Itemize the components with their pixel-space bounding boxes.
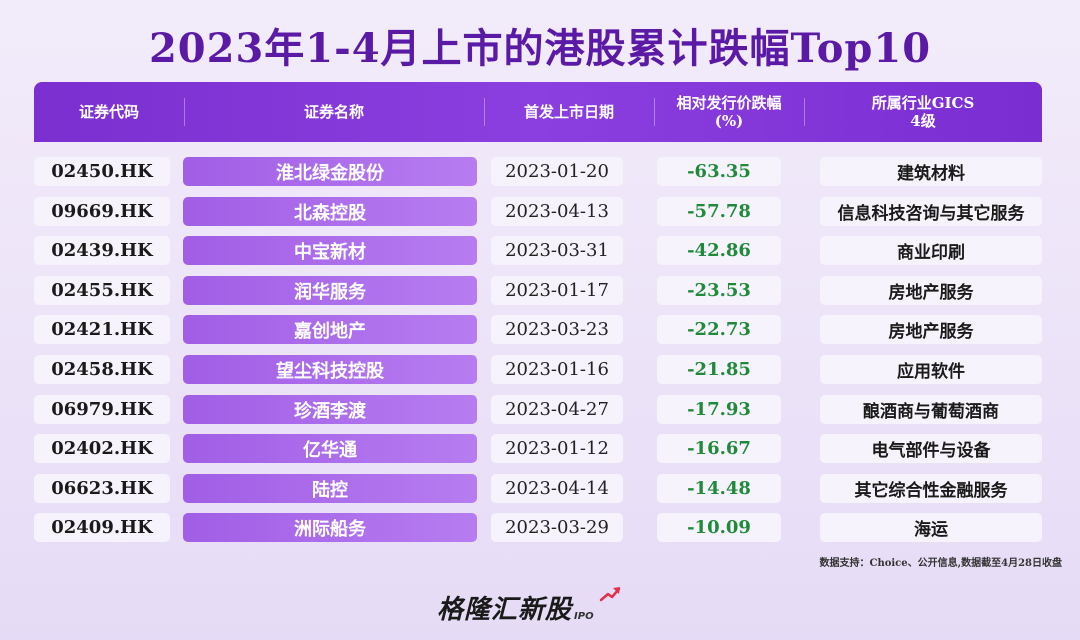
table-row: 02458.HK 望尘科技控股 2023-01-16 -21.85 应用软件 xyxy=(0,355,1080,385)
header-industry-level: 4级 xyxy=(910,112,936,130)
cell-industry: 房地产服务 xyxy=(820,276,1042,305)
rising-arrow-icon xyxy=(599,587,621,602)
cell-date: 2023-03-23 xyxy=(491,315,623,344)
cell-industry: 商业印刷 xyxy=(820,236,1042,265)
cell-date: 2023-01-16 xyxy=(491,355,623,384)
logo-sub: IPO xyxy=(574,611,594,622)
header-name: 证券名称 xyxy=(184,82,484,142)
cell-code: 09669.HK xyxy=(34,197,170,226)
cell-industry: 应用软件 xyxy=(820,355,1042,384)
header-pct-label: 相对发行价跌幅 xyxy=(676,94,782,112)
table-row: 09669.HK 北森控股 2023-04-13 -57.78 信息科技咨询与其… xyxy=(0,197,1080,227)
cell-name: 润华服务 xyxy=(183,276,477,305)
header-industry-label: 所属行业GICS xyxy=(871,94,975,112)
table-row: 06979.HK 珍酒李渡 2023-04-27 -17.93 酿酒商与葡萄酒商 xyxy=(0,395,1080,425)
cell-code: 02455.HK xyxy=(34,276,170,305)
table-row: 02421.HK 嘉创地产 2023-03-23 -22.73 房地产服务 xyxy=(0,315,1080,345)
brand-logo: 格隆汇新股 IPO xyxy=(437,586,621,626)
cell-pct: -17.93 xyxy=(657,395,781,424)
cell-date: 2023-01-12 xyxy=(491,434,623,463)
cell-pct: -16.67 xyxy=(657,434,781,463)
page-title: 2023年1-4月上市的港股累计跌幅Top10 xyxy=(148,25,932,72)
cell-name: 中宝新材 xyxy=(183,236,477,265)
cell-name: 嘉创地产 xyxy=(183,315,477,344)
table-row: 06623.HK 陆控 2023-04-14 -14.48 其它综合性金融服务 xyxy=(0,474,1080,504)
cell-industry: 电气部件与设备 xyxy=(820,434,1042,463)
table-row: 02450.HK 淮北绿金股份 2023-01-20 -63.35 建筑材料 xyxy=(0,157,1080,187)
cell-date: 2023-01-20 xyxy=(491,157,623,186)
table-row: 02455.HK 润华服务 2023-01-17 -23.53 房地产服务 xyxy=(0,276,1080,306)
cell-name: 洲际船务 xyxy=(183,513,477,542)
cell-pct: -63.35 xyxy=(657,157,781,186)
cell-pct: -42.86 xyxy=(657,236,781,265)
cell-name: 珍酒李渡 xyxy=(183,395,477,424)
source-note: 数据支持：Choice、公开信息,数据截至4月28日收盘 xyxy=(819,558,1062,569)
cell-code: 02450.HK xyxy=(34,157,170,186)
logo-text: 格隆汇新股 xyxy=(437,595,573,625)
cell-name: 北森控股 xyxy=(183,197,477,226)
cell-code: 06623.HK xyxy=(34,474,170,503)
header-date-label: 首发上市日期 xyxy=(523,103,614,121)
cell-pct: -23.53 xyxy=(657,276,781,305)
cell-date: 2023-04-13 xyxy=(491,197,623,226)
cell-industry: 酿酒商与葡萄酒商 xyxy=(820,395,1042,424)
header-code-label: 证券代码 xyxy=(78,103,139,121)
header-pct-unit: (%) xyxy=(714,112,744,130)
cell-date: 2023-03-29 xyxy=(491,513,623,542)
cell-pct: -10.09 xyxy=(657,513,781,542)
cell-code: 02439.HK xyxy=(34,236,170,265)
cell-pct: -21.85 xyxy=(657,355,781,384)
table-row: 02402.HK 亿华通 2023-01-12 -16.67 电气部件与设备 xyxy=(0,434,1080,464)
table-header: 证券代码 证券名称 首发上市日期 相对发行价跌幅 (%) 所属行业GICS 4级 xyxy=(34,82,1042,142)
cell-date: 2023-01-17 xyxy=(491,276,623,305)
cell-pct: -57.78 xyxy=(657,197,781,226)
cell-date: 2023-04-27 xyxy=(491,395,623,424)
header-pct: 相对发行价跌幅 (%) xyxy=(654,82,804,142)
cell-industry: 建筑材料 xyxy=(820,157,1042,186)
cell-pct: -14.48 xyxy=(657,474,781,503)
cell-date: 2023-03-31 xyxy=(491,236,623,265)
cell-code: 02409.HK xyxy=(34,513,170,542)
cell-name: 亿华通 xyxy=(183,434,477,463)
header-industry: 所属行业GICS 4级 xyxy=(804,82,1042,142)
cell-industry: 房地产服务 xyxy=(820,315,1042,344)
cell-code: 02458.HK xyxy=(34,355,170,384)
cell-name: 陆控 xyxy=(183,474,477,503)
cell-name: 望尘科技控股 xyxy=(183,355,477,384)
header-date: 首发上市日期 xyxy=(484,82,654,142)
header-code: 证券代码 xyxy=(34,82,184,142)
cell-name: 淮北绿金股份 xyxy=(183,157,477,186)
cell-code: 02402.HK xyxy=(34,434,170,463)
cell-date: 2023-04-14 xyxy=(491,474,623,503)
header-name-label: 证券名称 xyxy=(303,103,364,121)
cell-industry: 海运 xyxy=(820,513,1042,542)
cell-industry: 信息科技咨询与其它服务 xyxy=(820,197,1042,226)
cell-industry: 其它综合性金融服务 xyxy=(820,474,1042,503)
table-row: 02439.HK 中宝新材 2023-03-31 -42.86 商业印刷 xyxy=(0,236,1080,266)
table-row: 02409.HK 洲际船务 2023-03-29 -10.09 海运 xyxy=(0,513,1080,543)
cell-pct: -22.73 xyxy=(657,315,781,344)
cell-code: 02421.HK xyxy=(34,315,170,344)
cell-code: 06979.HK xyxy=(34,395,170,424)
